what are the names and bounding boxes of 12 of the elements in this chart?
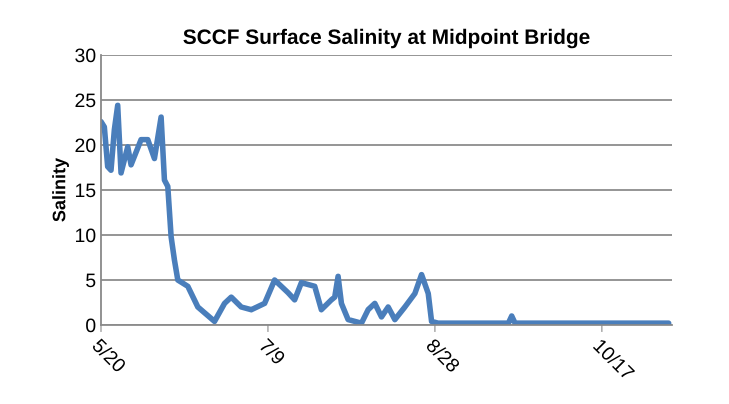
x-tick-label: 5/20	[91, 337, 128, 374]
x-tick-label: 8/28	[425, 337, 462, 374]
y-tick-label: 0	[86, 318, 96, 332]
y-tick-label: 10	[76, 228, 96, 242]
y-tick-label: 5	[86, 274, 96, 288]
chart-title: SCCF Surface Salinity at Midpoint Bridge	[183, 28, 590, 48]
y-tick-label: 20	[75, 138, 96, 152]
x-tick-label: 7/9	[258, 338, 286, 366]
y-tick-label: 25	[75, 93, 96, 108]
y-tick-label: 30	[75, 48, 96, 62]
y-axis-title: Salinity	[52, 158, 69, 222]
y-tick-label: 15	[76, 184, 96, 198]
